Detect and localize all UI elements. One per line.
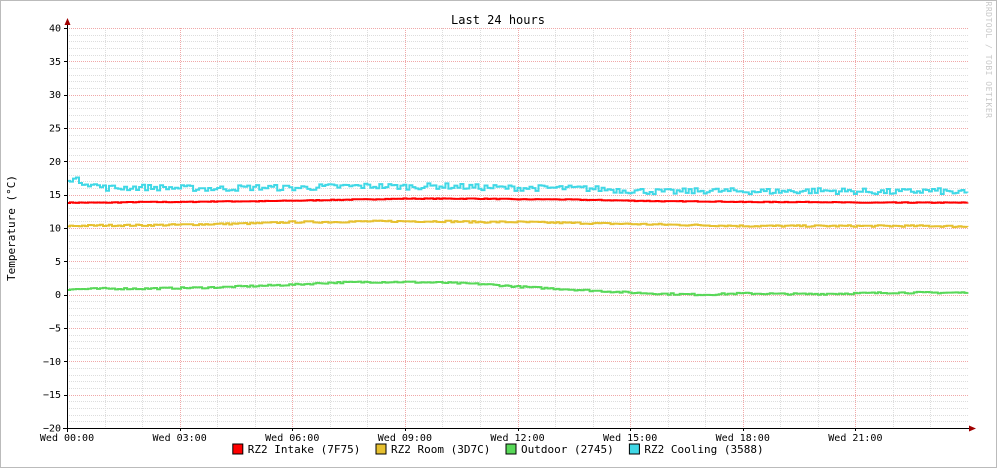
chart-title: Last 24 hours — [451, 13, 545, 27]
y-axis-label: Temperature (°C) — [5, 175, 18, 281]
axes — [63, 18, 976, 432]
x-tick-labels: Wed 00:00 Wed 03:00 Wed 06:00 Wed 09:00 Wed … — [40, 428, 882, 444]
legend-swatch-4 — [628, 443, 640, 455]
legend-label-1: RZ2 Intake (7F75) — [248, 443, 361, 456]
x-tick-label: Wed 21:00 — [828, 433, 882, 444]
series-line-2 — [67, 219, 969, 229]
y-axis-arrow — [64, 18, 71, 25]
legend-label-4: RZ2 Cooling (3588) — [644, 443, 763, 456]
series-layer — [67, 176, 969, 297]
series-line-1 — [67, 197, 969, 204]
x-tick-label: Wed 12:00 — [490, 433, 544, 444]
legend: RZ2 Intake (7F75) RZ2 Room (3D7C) Outdoor … — [232, 443, 764, 456]
x-tick-label: Wed 18:00 — [716, 433, 770, 444]
series-line-4 — [67, 176, 969, 196]
y-tick-label: 35 — [49, 57, 61, 68]
y-tick-label: 20 — [49, 157, 61, 168]
watermark-text: RRDTOOL / TOBI OETIKER — [984, 2, 993, 119]
legend-label-2: RZ2 Room (3D7C) — [391, 443, 490, 456]
x-tick-label: Wed 06:00 — [265, 433, 319, 444]
y-tick-label: −5 — [49, 324, 61, 335]
major-grid — [67, 28, 968, 429]
y-tick-label: 15 — [49, 190, 61, 201]
series-line-3 — [67, 280, 969, 297]
legend-swatch-1 — [232, 443, 244, 455]
y-tick-label: 25 — [49, 124, 61, 135]
x-tick-label: Wed 00:00 — [40, 433, 94, 444]
y-tick-label: −15 — [43, 390, 61, 401]
y-tick-label: 0 — [55, 290, 61, 301]
y-tick-label: 5 — [55, 257, 61, 268]
y-tick-labels: 40 35 30 25 20 15 10 5 0 −5 −10 −15 −20 — [43, 24, 67, 435]
x-tick-label: Wed 03:00 — [153, 433, 207, 444]
x-tick-label: Wed 15:00 — [603, 433, 657, 444]
legend-swatch-2 — [375, 443, 387, 455]
y-tick-label: 40 — [49, 24, 61, 35]
y-tick-label: 10 — [49, 224, 61, 235]
legend-label-3: Outdoor (2745) — [521, 443, 614, 456]
x-tick-label: Wed 09:00 — [378, 433, 432, 444]
legend-swatch-3 — [505, 443, 517, 455]
y-tick-label: −10 — [43, 357, 61, 368]
x-axis-arrow — [969, 425, 976, 432]
y-tick-label: −20 — [43, 424, 61, 435]
y-tick-label: 30 — [49, 90, 61, 101]
